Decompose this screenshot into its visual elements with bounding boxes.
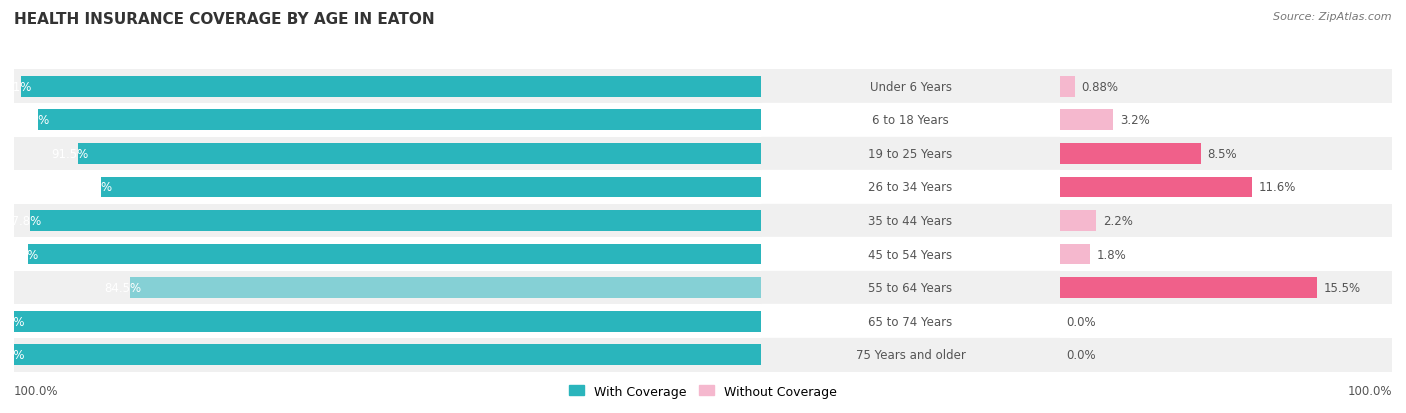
Text: 0.88%: 0.88%: [1081, 81, 1118, 93]
Bar: [14, 338, 761, 372]
Text: 6 to 18 Years: 6 to 18 Years: [872, 114, 949, 127]
Bar: [1060, 76, 1074, 97]
Text: 2.2%: 2.2%: [1104, 214, 1133, 228]
Bar: [129, 278, 761, 298]
Text: Source: ZipAtlas.com: Source: ZipAtlas.com: [1274, 12, 1392, 22]
Bar: [14, 70, 761, 104]
Bar: [1060, 305, 1392, 338]
Bar: [761, 171, 1060, 204]
Text: 3.2%: 3.2%: [1119, 114, 1150, 127]
Text: HEALTH INSURANCE COVERAGE BY AGE IN EATON: HEALTH INSURANCE COVERAGE BY AGE IN EATO…: [14, 12, 434, 27]
Bar: [761, 338, 1060, 372]
Bar: [14, 305, 761, 338]
Text: 100.0%: 100.0%: [1347, 384, 1392, 397]
Text: 11.6%: 11.6%: [1260, 181, 1296, 194]
Text: 99.1%: 99.1%: [0, 81, 32, 93]
Bar: [761, 70, 1060, 104]
Bar: [1060, 137, 1392, 171]
Bar: [14, 171, 761, 204]
Text: 35 to 44 Years: 35 to 44 Years: [869, 214, 953, 228]
Bar: [14, 311, 761, 332]
Bar: [1060, 238, 1392, 271]
Text: 88.4%: 88.4%: [75, 181, 112, 194]
Text: 1.8%: 1.8%: [1097, 248, 1126, 261]
Bar: [21, 76, 761, 97]
Text: 0.0%: 0.0%: [1067, 349, 1097, 361]
Text: 65 to 74 Years: 65 to 74 Years: [869, 315, 953, 328]
Bar: [1060, 278, 1317, 298]
Text: 96.8%: 96.8%: [11, 114, 49, 127]
Bar: [14, 238, 761, 271]
Bar: [101, 177, 761, 198]
Bar: [14, 344, 761, 366]
Bar: [1060, 338, 1392, 372]
Bar: [761, 305, 1060, 338]
Bar: [77, 144, 761, 164]
Bar: [761, 104, 1060, 137]
Text: 100.0%: 100.0%: [0, 349, 25, 361]
Text: 84.5%: 84.5%: [104, 282, 141, 294]
Text: 100.0%: 100.0%: [14, 384, 59, 397]
Bar: [761, 238, 1060, 271]
Bar: [28, 244, 761, 265]
Bar: [14, 271, 761, 305]
Bar: [1060, 211, 1097, 231]
Bar: [31, 211, 761, 231]
Legend: With Coverage, Without Coverage: With Coverage, Without Coverage: [564, 380, 842, 403]
Bar: [1060, 177, 1253, 198]
Text: 15.5%: 15.5%: [1324, 282, 1361, 294]
Text: 75 Years and older: 75 Years and older: [856, 349, 966, 361]
Bar: [1060, 110, 1114, 131]
Bar: [761, 271, 1060, 305]
Text: 91.5%: 91.5%: [52, 147, 89, 160]
Bar: [14, 204, 761, 238]
Bar: [1060, 104, 1392, 137]
Text: 97.8%: 97.8%: [4, 214, 42, 228]
Bar: [761, 137, 1060, 171]
Text: 55 to 64 Years: 55 to 64 Years: [869, 282, 953, 294]
Bar: [761, 204, 1060, 238]
Text: 26 to 34 Years: 26 to 34 Years: [869, 181, 953, 194]
Bar: [1060, 244, 1090, 265]
Bar: [1060, 144, 1201, 164]
Bar: [1060, 70, 1392, 104]
Text: 98.2%: 98.2%: [1, 248, 39, 261]
Bar: [1060, 271, 1392, 305]
Bar: [14, 104, 761, 137]
Bar: [14, 137, 761, 171]
Text: Under 6 Years: Under 6 Years: [869, 81, 952, 93]
Text: 45 to 54 Years: 45 to 54 Years: [869, 248, 953, 261]
Text: 0.0%: 0.0%: [1067, 315, 1097, 328]
Bar: [38, 110, 761, 131]
Text: 19 to 25 Years: 19 to 25 Years: [869, 147, 953, 160]
Text: 8.5%: 8.5%: [1208, 147, 1237, 160]
Text: 100.0%: 100.0%: [0, 315, 25, 328]
Bar: [1060, 171, 1392, 204]
Bar: [1060, 204, 1392, 238]
